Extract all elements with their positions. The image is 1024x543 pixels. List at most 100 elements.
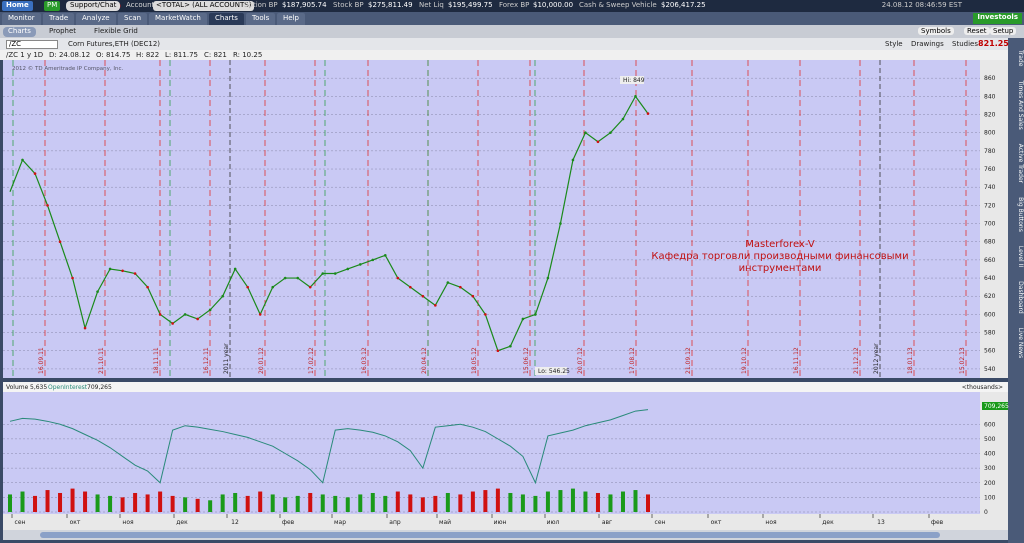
brand[interactable]: Investools: [973, 13, 1022, 24]
subtab-bar: [0, 25, 1024, 38]
price-point: [208, 308, 212, 312]
x-tick-label: сен: [15, 519, 26, 526]
expiry-label: 16.03.12: [361, 347, 368, 374]
toolbar-button[interactable]: Style: [885, 40, 903, 48]
volume-bar: [620, 491, 625, 512]
main-tab[interactable]: Scan: [118, 13, 148, 25]
expiry-label: 17.08.12: [629, 347, 636, 374]
x-tick-label: сен: [655, 519, 666, 526]
y-tick-label: 640: [984, 275, 996, 282]
pm-button[interactable]: PM: [44, 1, 61, 11]
volume-bar: [170, 495, 175, 512]
symbol-input[interactable]: /ZC: [6, 40, 58, 49]
volume-bar: [433, 495, 438, 512]
price-point: [83, 326, 87, 330]
oi-title: OpenInterest: [48, 384, 88, 391]
sidebar-tab[interactable]: Live News: [1017, 328, 1024, 358]
volume-bar: [58, 492, 63, 512]
x-tick-label: фев: [931, 519, 944, 526]
sub-tab[interactable]: Flexible Grid: [94, 27, 138, 35]
main-tab[interactable]: MarketWatch: [149, 13, 207, 25]
account-select[interactable]: <TOTAL> (ALL ACCOUNTS): [153, 1, 255, 11]
sidebar-tab[interactable]: Active Trader: [1017, 144, 1024, 184]
main-tab[interactable]: Analyze: [76, 13, 116, 25]
volume-bar: [83, 491, 88, 512]
price-point: [21, 158, 24, 162]
toolbar-button[interactable]: Drawings: [911, 40, 944, 48]
price-point: [283, 276, 287, 280]
oi-axis-value: 709,265: [984, 403, 1009, 410]
volume-bar: [358, 494, 363, 512]
stat-label: Option BP: [243, 1, 278, 9]
volume-title: Volume: [6, 384, 29, 391]
sidebar-tab[interactable]: Dashboard: [1017, 281, 1024, 314]
y-tick-label: 780: [984, 148, 996, 155]
sub-tab[interactable]: Prophet: [49, 27, 77, 35]
volume-bar: [420, 497, 425, 512]
year-label: 2012 year: [873, 343, 880, 374]
side-button[interactable]: Setup: [990, 27, 1017, 35]
price-point: [496, 349, 500, 353]
price-point: [71, 276, 74, 280]
side-button[interactable]: Symbols: [918, 27, 954, 35]
main-tab[interactable]: Monitor: [2, 13, 41, 25]
stat-value: $10,000.00: [533, 1, 574, 9]
volume-bar: [45, 490, 50, 512]
price-point: [58, 240, 62, 244]
price-point: [396, 276, 400, 280]
expiry-label: 19.10.12: [741, 347, 748, 374]
x-tick-label: ноя: [122, 519, 134, 526]
volume-bar: [583, 491, 588, 512]
volume-bar: [270, 494, 275, 512]
price-point: [246, 285, 249, 289]
volume-bar: [558, 490, 563, 512]
volume-bar: [8, 494, 12, 512]
volume-bar: [133, 492, 138, 512]
x-tick-label: июл: [547, 519, 560, 526]
x-tick-label: дек: [822, 519, 834, 526]
stat-value: $195,499.75: [448, 1, 493, 9]
low-label: Lo: 546.25: [538, 368, 570, 375]
annotation: Masterforex-V: [745, 239, 815, 250]
expiry-label: 16.12.11: [203, 347, 210, 374]
copyright: 2012 © TD Ameritrade IP Company, Inc.: [12, 65, 124, 72]
volume-bar: [458, 494, 463, 512]
sidebar-tab[interactable]: Level II: [1017, 246, 1024, 268]
volume-bar: [320, 494, 325, 512]
toolbar-button[interactable]: Studies: [952, 40, 978, 48]
volume-bar: [120, 497, 125, 512]
stat-value: $206,417.25: [661, 1, 706, 9]
home-button[interactable]: Home: [2, 1, 33, 11]
y-tick-label: 700: [984, 221, 996, 228]
annotation: инструментами: [739, 263, 822, 274]
price-panel: [3, 60, 980, 378]
side-button[interactable]: Reset: [964, 27, 990, 35]
expiry-label: 17.02.12: [308, 347, 315, 374]
main-tab[interactable]: Charts: [209, 13, 244, 25]
y-tick-label: 0: [984, 509, 988, 516]
x-tick-label: дек: [176, 519, 188, 526]
sidebar-tab[interactable]: Trade: [1017, 49, 1024, 67]
x-tick-label: 13: [877, 519, 885, 526]
symbol-bar: [0, 38, 1008, 50]
price-point: [559, 222, 562, 225]
main-tab[interactable]: Trade: [43, 13, 75, 25]
price-point: [621, 117, 625, 121]
volume-bar: [245, 495, 250, 512]
price-point: [308, 285, 312, 289]
sidebar: [1008, 38, 1024, 543]
price-point: [409, 285, 412, 289]
expiry-label: 21.09.12: [685, 347, 692, 374]
price-point: [571, 158, 575, 162]
main-tab[interactable]: Help: [277, 13, 305, 25]
volume-bar: [183, 497, 188, 512]
volume-bar: [445, 492, 450, 512]
support-button[interactable]: Support/Chat: [66, 1, 121, 11]
year-label: 2011 year: [223, 343, 230, 374]
sub-tab[interactable]: Charts: [3, 27, 36, 37]
sidebar-tab[interactable]: Big Buttons: [1017, 197, 1024, 232]
main-tab[interactable]: Tools: [246, 13, 276, 25]
volume-bar: [208, 500, 213, 512]
sidebar-tab[interactable]: Times And Sales: [1017, 79, 1024, 129]
volume-bar: [258, 491, 263, 512]
